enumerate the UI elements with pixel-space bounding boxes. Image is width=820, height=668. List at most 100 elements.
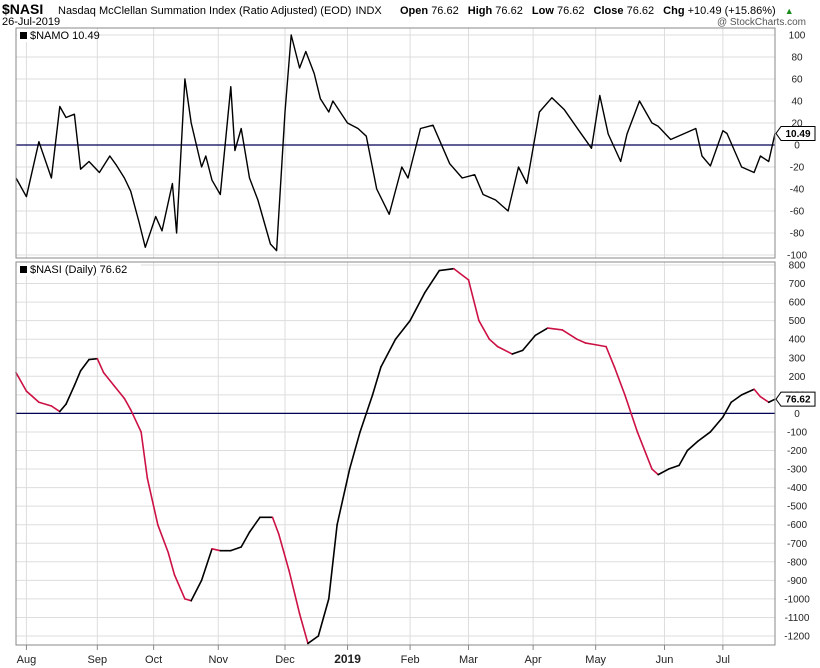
stockcharts-credit[interactable]: @ StockCharts.com <box>716 17 806 28</box>
nasi-line-segment <box>123 397 132 411</box>
y-tick-label: 20 <box>791 119 803 130</box>
nasi-line-segment <box>79 358 90 372</box>
symbol-description: Nasdaq McClellan Summation Index (Ratio … <box>58 5 382 18</box>
y-tick-label: 0 <box>794 141 800 152</box>
high-label: High <box>467 5 493 17</box>
legend-swatch <box>20 32 27 39</box>
y-tick-label: -60 <box>790 207 805 218</box>
chg-label: Chg <box>663 5 685 17</box>
open-value: 76.62 <box>431 5 459 17</box>
nasi-line-segment <box>167 551 176 576</box>
chg-value: +10.49 (+15.86%) <box>687 5 776 17</box>
x-tick-label: Apr <box>525 654 542 666</box>
y-tick-label: 100 <box>789 31 806 42</box>
nasi-line-segment <box>667 464 680 470</box>
x-tick-label: Aug <box>17 654 37 666</box>
nasi-line-segment <box>394 319 411 341</box>
open-label: Open <box>400 5 429 17</box>
nasi-line-segment <box>636 431 653 470</box>
up-arrow-icon: ▲ <box>784 6 794 16</box>
nasi-line-segment <box>50 405 61 413</box>
nasi-line-segment <box>613 366 626 396</box>
nasi-line-segment <box>336 468 351 526</box>
x-tick-label: 2019 <box>334 652 361 666</box>
nasi-line-segment <box>467 279 480 322</box>
nasi-line-segment <box>146 477 159 526</box>
nasi-line-segment <box>348 431 361 470</box>
x-tick-label: Nov <box>208 654 228 666</box>
nasi-line-segment <box>496 345 514 355</box>
nasi-line-segment <box>184 598 192 602</box>
y-tick-label: -800 <box>787 557 807 568</box>
nasi-line-segment <box>584 342 597 346</box>
nasi-line-segment <box>65 384 76 405</box>
nasi-line-segment <box>229 546 242 552</box>
nasi-line-segment <box>317 598 330 637</box>
nasi-line-segment <box>380 338 397 368</box>
nasi-line-segment <box>409 292 426 322</box>
nasi-line-segment <box>38 401 53 407</box>
nasi-line-segment <box>511 349 524 355</box>
nasi-line-segment <box>129 408 142 433</box>
y-tick-label: 700 <box>789 279 806 290</box>
y-tick-label: 60 <box>791 75 803 86</box>
low-label: Low <box>531 5 554 17</box>
nasi-line-segment <box>686 440 699 452</box>
y-tick-label: -600 <box>787 520 807 531</box>
y-tick-label: -20 <box>790 163 805 174</box>
x-tick-label: Dec <box>275 654 295 666</box>
x-tick-label: Jun <box>656 654 674 666</box>
nasi-line-segment <box>156 523 170 554</box>
nasi-line-segment <box>371 366 382 396</box>
panel-title: $NAMO 10.49 <box>30 30 100 42</box>
nasi-line-segment <box>678 449 689 467</box>
nasi-line-segment <box>327 523 338 600</box>
y-tick-label: 200 <box>789 372 806 383</box>
nasi-line-segment <box>759 395 770 404</box>
panel-border <box>15 27 776 259</box>
y-tick-label: -100 <box>787 427 807 438</box>
last-value-tag <box>775 391 816 407</box>
y-tick-label: -400 <box>787 483 807 494</box>
nasi-line-segment <box>58 403 67 413</box>
nasi-line-segment <box>140 431 149 480</box>
nasi-line-segment <box>173 573 186 600</box>
nasi-line-segment <box>546 327 564 331</box>
last-value-label: 10.49 <box>785 129 810 140</box>
nasi-line-segment <box>240 531 251 548</box>
nasi-line-segment <box>740 388 755 396</box>
nasi-line-segment <box>594 343 607 348</box>
namo-line <box>15 34 776 252</box>
date-label: 26-Jul-2019 <box>2 16 61 28</box>
nasi-line-segment <box>298 612 309 645</box>
nasi-line-segment <box>307 635 320 645</box>
y-tick-label: -80 <box>790 229 805 240</box>
nasi-line-segment <box>709 416 724 433</box>
low-value: 76.62 <box>556 5 585 17</box>
ohlc-readout: Open 76.62 High 76.62 Low 76.62 Close 76… <box>400 5 800 18</box>
nasi-line-segment <box>730 394 743 404</box>
y-tick-label: -1000 <box>784 594 810 605</box>
y-tick-label: -700 <box>787 539 807 550</box>
y-tick-label: -500 <box>787 502 807 513</box>
y-tick-label: 80 <box>791 53 803 64</box>
x-tick-label: May <box>585 654 606 666</box>
exchange-text: INDX <box>355 5 382 17</box>
y-tick-label: 40 <box>791 97 803 108</box>
nasi-line-segment <box>521 334 537 352</box>
x-tick-label: Oct <box>145 654 162 666</box>
nasi-line-segment <box>359 394 374 433</box>
y-tick-label: -1100 <box>785 613 810 624</box>
nasi-line-segment <box>73 369 82 387</box>
nasi-line-segment <box>200 548 213 582</box>
x-tick-label: Jul <box>716 654 730 666</box>
nasi-line-segment <box>211 548 222 552</box>
nasi-line-segment <box>288 570 301 615</box>
nasi-line-segment <box>605 345 616 368</box>
nasi-line-segment <box>478 319 491 341</box>
nasi-line-segment <box>534 327 549 337</box>
nasi-line-segment <box>102 371 115 387</box>
nasi-line-segment <box>190 579 203 602</box>
nasi-line-segment <box>113 384 126 400</box>
nasi-line-segment <box>651 468 660 476</box>
